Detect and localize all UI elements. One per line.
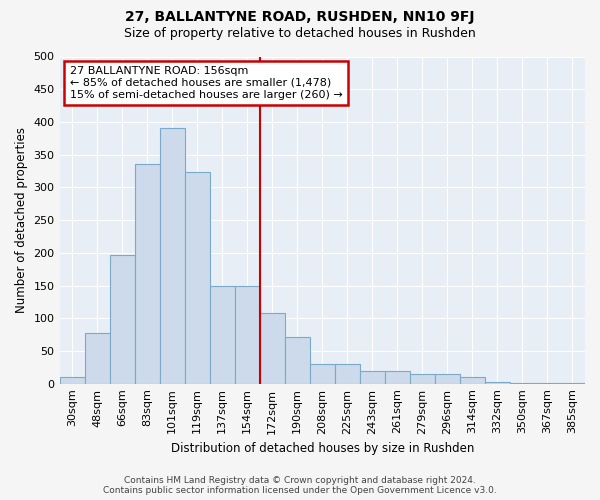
Bar: [185, 172, 209, 384]
Bar: [209, 286, 235, 384]
Bar: [59, 377, 85, 384]
Text: Size of property relative to detached houses in Rushden: Size of property relative to detached ho…: [124, 28, 476, 40]
Bar: [410, 374, 435, 384]
Text: Contains HM Land Registry data © Crown copyright and database right 2024.
Contai: Contains HM Land Registry data © Crown c…: [103, 476, 497, 495]
Bar: [285, 336, 310, 384]
Bar: [335, 364, 360, 384]
Bar: [535, 383, 560, 384]
Bar: [260, 313, 285, 384]
Bar: [360, 370, 385, 384]
Bar: [134, 164, 160, 384]
Bar: [510, 383, 535, 384]
Text: 27 BALLANTYNE ROAD: 156sqm
← 85% of detached houses are smaller (1,478)
15% of s: 27 BALLANTYNE ROAD: 156sqm ← 85% of deta…: [70, 66, 343, 100]
Bar: [110, 255, 134, 384]
Bar: [235, 286, 260, 384]
X-axis label: Distribution of detached houses by size in Rushden: Distribution of detached houses by size …: [170, 442, 474, 455]
Bar: [160, 128, 185, 384]
Bar: [560, 383, 585, 384]
Bar: [460, 377, 485, 384]
Bar: [310, 364, 335, 384]
Y-axis label: Number of detached properties: Number of detached properties: [15, 127, 28, 313]
Bar: [385, 370, 410, 384]
Bar: [485, 382, 510, 384]
Bar: [435, 374, 460, 384]
Text: 27, BALLANTYNE ROAD, RUSHDEN, NN10 9FJ: 27, BALLANTYNE ROAD, RUSHDEN, NN10 9FJ: [125, 10, 475, 24]
Bar: [85, 332, 110, 384]
